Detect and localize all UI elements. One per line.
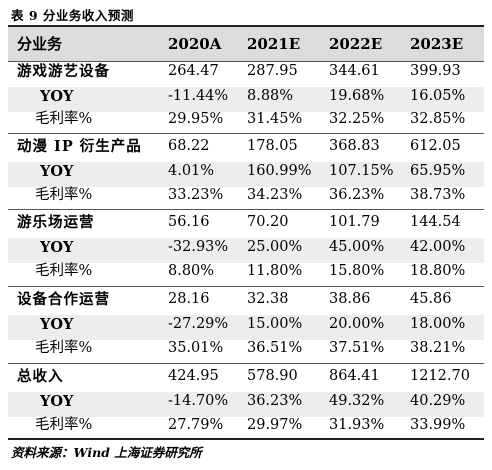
yoy-row-band [8, 392, 484, 417]
yoy-label: YOY [40, 393, 74, 410]
group-separator [8, 286, 484, 287]
bottom-rule [8, 438, 484, 440]
yoy-cell: -32.93% [168, 239, 229, 255]
table-caption: 表 9 分业务收入预测 [11, 8, 134, 23]
yoy-cell: 40.29% [410, 393, 466, 409]
gross-margin-label: 毛利率% [35, 417, 93, 433]
revenue-cell: 612.05 [410, 138, 461, 154]
gross-margin-cell: 38.73% [410, 187, 466, 203]
gross-margin-cell: 34.23% [247, 187, 303, 203]
revenue-cell: 56.16 [168, 214, 210, 230]
revenue-cell: 68.22 [168, 138, 210, 154]
segment-label: 动漫 IP 衍生产品 [17, 138, 142, 155]
segment-label: 游戏游艺设备 [17, 63, 110, 80]
header-year-2021: 2021E [247, 35, 301, 53]
revenue-cell: 32.38 [247, 291, 289, 307]
yoy-cell: 36.23% [247, 393, 303, 409]
yoy-row-band [8, 162, 484, 187]
gross-margin-cell: 33.23% [168, 187, 224, 203]
gross-margin-cell: 35.01% [168, 340, 224, 356]
yoy-cell: 25.00% [247, 239, 303, 255]
gross-margin-cell: 32.85% [410, 111, 466, 127]
gross-margin-label: 毛利率% [35, 263, 93, 279]
yoy-cell: 160.99% [247, 163, 312, 179]
group-separator [8, 363, 484, 364]
yoy-cell: 65.95% [410, 163, 466, 179]
revenue-cell: 399.93 [410, 63, 461, 79]
revenue-cell: 178.05 [247, 138, 298, 154]
yoy-cell: 45.00% [329, 239, 385, 255]
gross-margin-cell: 29.95% [168, 111, 224, 127]
header-segment: 分业务 [17, 35, 63, 53]
yoy-cell: 16.05% [410, 88, 466, 104]
yoy-cell: 49.32% [329, 393, 385, 409]
yoy-cell: 19.68% [329, 88, 385, 104]
yoy-cell: 4.01% [168, 163, 215, 179]
gross-margin-cell: 36.23% [329, 187, 385, 203]
header-year-2020: 2020A [168, 35, 222, 53]
gross-margin-cell: 33.99% [410, 417, 466, 433]
segment-label: 设备合作运营 [17, 291, 110, 308]
yoy-row-band [8, 87, 484, 112]
revenue-cell: 344.61 [329, 63, 380, 79]
gross-margin-cell: 32.25% [329, 111, 385, 127]
yoy-cell: 18.00% [410, 316, 466, 332]
gross-margin-cell: 37.51% [329, 340, 385, 356]
gross-margin-label: 毛利率% [35, 340, 93, 356]
yoy-cell: 15.00% [247, 316, 303, 332]
yoy-cell: 107.15% [329, 163, 394, 179]
segment-label: 总收入 [17, 368, 64, 385]
gross-margin-cell: 31.45% [247, 111, 303, 127]
header-year-2023: 2023E [410, 35, 464, 53]
revenue-cell: 38.86 [329, 291, 371, 307]
yoy-cell: -11.44% [168, 88, 229, 104]
yoy-cell: 20.00% [329, 316, 385, 332]
group-separator [8, 133, 484, 134]
gross-margin-label: 毛利率% [35, 187, 93, 203]
gross-margin-cell: 36.51% [247, 340, 303, 356]
source-note: 资料来源：Wind 上海证券研究所 [11, 445, 202, 460]
gross-margin-cell: 38.21% [410, 340, 466, 356]
gross-margin-cell: 8.80% [168, 263, 215, 279]
gross-margin-cell: 29.97% [247, 417, 303, 433]
yoy-cell: 8.88% [247, 88, 294, 104]
group-separator [8, 209, 484, 210]
header-year-2022: 2022E [329, 35, 383, 53]
revenue-cell: 368.83 [329, 138, 380, 154]
revenue-cell: 28.16 [168, 291, 210, 307]
yoy-row-band [8, 238, 484, 263]
revenue-cell: 1212.70 [410, 368, 470, 384]
gross-margin-cell: 15.80% [329, 263, 385, 279]
gross-margin-cell: 11.80% [247, 263, 303, 279]
gross-margin-cell: 18.80% [410, 263, 466, 279]
revenue-cell: 264.47 [168, 63, 219, 79]
segment-label: 游乐场运营 [17, 214, 95, 231]
yoy-cell: 42.00% [410, 239, 466, 255]
revenue-cell: 45.86 [410, 291, 452, 307]
yoy-label: YOY [40, 239, 74, 256]
revenue-cell: 287.95 [247, 63, 298, 79]
yoy-row-band [8, 315, 484, 340]
revenue-cell: 578.90 [247, 368, 298, 384]
table-header-row: 分业务 2020A 2021E 2022E 2023E [8, 27, 484, 62]
gross-margin-cell: 27.79% [168, 417, 224, 433]
yoy-label: YOY [40, 316, 74, 333]
gross-margin-cell: 31.93% [329, 417, 385, 433]
yoy-cell: -27.29% [168, 316, 229, 332]
gross-margin-label: 毛利率% [35, 111, 93, 127]
yoy-label: YOY [40, 163, 74, 180]
revenue-cell: 101.79 [329, 214, 380, 230]
revenue-cell: 424.95 [168, 368, 219, 384]
yoy-cell: -14.70% [168, 393, 229, 409]
yoy-label: YOY [40, 88, 74, 105]
revenue-cell: 70.20 [247, 214, 289, 230]
revenue-cell: 144.54 [410, 214, 461, 230]
revenue-cell: 864.41 [329, 368, 380, 384]
top-rule [8, 25, 484, 27]
